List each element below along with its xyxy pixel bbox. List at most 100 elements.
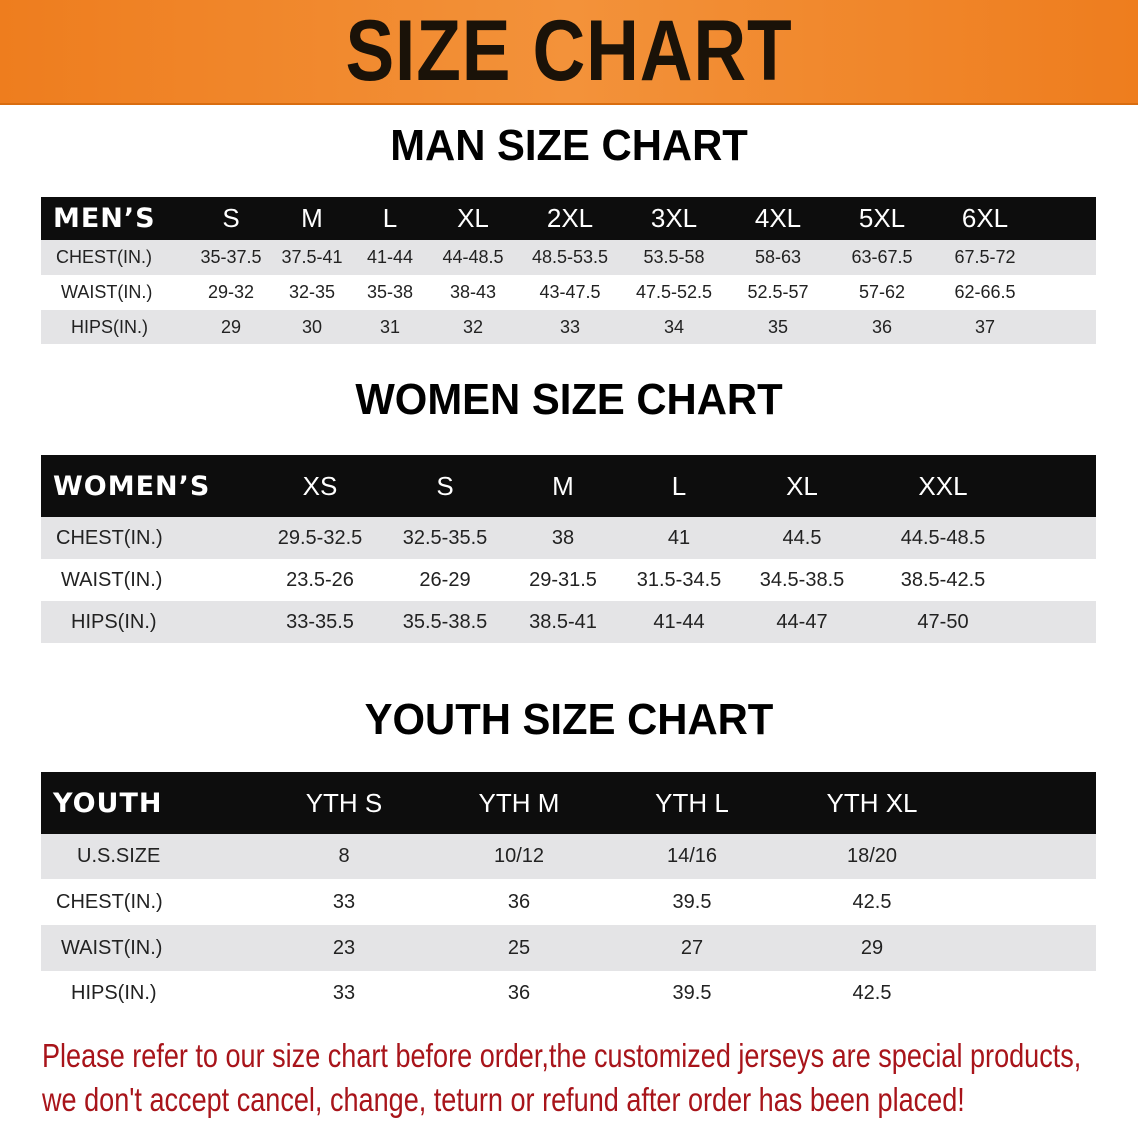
table-cell: 36: [507, 982, 531, 1004]
table-cell: 41-44: [366, 247, 414, 267]
table-cell: 29: [220, 316, 242, 337]
table-cell: 47.5-52.5: [635, 282, 713, 302]
youth-section-title: YOUTH SIZE CHART: [364, 695, 774, 744]
table-cell: 34: [663, 316, 685, 337]
table-cell: 35-37.5: [200, 247, 262, 267]
row-label: WAIST(IN.): [61, 936, 163, 959]
table-cell: 52.5-57: [747, 282, 809, 302]
row-label: HIPS(IN.): [71, 316, 149, 337]
table-cell: 33: [332, 890, 356, 913]
table-cell: 38: [551, 526, 575, 549]
table-cell: 42.5: [852, 982, 892, 1004]
women-header-row: WOMEN’S XS S M L XL XXL: [41, 455, 1096, 517]
table-cell: 37.5-41: [281, 247, 343, 267]
table-cell: 31: [379, 316, 401, 337]
size-header: 3XL: [650, 203, 698, 233]
banner-title: SIZE CHART: [345, 3, 793, 99]
table-cell: 18/20: [846, 845, 898, 867]
table-cell: 42.5: [852, 890, 892, 913]
table-row: HIPS(IN.) 33-35.5 35.5-38.5 38.5-41 41-44 44-…: [41, 601, 1096, 643]
women-section-title: WOMEN SIZE CHART: [355, 375, 783, 424]
header-label: WOMEN’S: [53, 470, 211, 502]
women-size-table: WOMEN’S XS S M L XL XXL CHEST(IN.) 29.5-32.5 32.5…: [41, 455, 1096, 643]
size-header: 5XL: [858, 203, 906, 233]
size-header: M: [301, 203, 323, 233]
table-row: WAIST(IN.) 29-32 32-35 35-38 38-43 43-47.5 47.…: [41, 275, 1096, 310]
table-cell: 39.5: [672, 982, 712, 1004]
table-row: HIPS(IN.) 29 30 31 32 33 34 35 36 37: [41, 310, 1096, 344]
table-cell: 44.5-48.5: [900, 526, 986, 549]
table-cell: 44-47: [776, 610, 828, 633]
size-header: YTH XL: [826, 787, 918, 818]
table-cell: 58-63: [754, 247, 802, 267]
men-section-title: MAN SIZE CHART: [390, 121, 748, 170]
table-cell: 25: [507, 936, 531, 959]
size-header: YTH M: [478, 787, 560, 818]
table-cell: 53.5-58: [643, 247, 705, 267]
size-header: 6XL: [961, 203, 1009, 233]
table-cell: 29.5-32.5: [277, 526, 363, 549]
row-label: HIPS(IN.): [71, 982, 157, 1004]
table-cell: 33: [559, 316, 581, 337]
table-cell: 23: [332, 936, 356, 959]
size-header: M: [552, 470, 574, 501]
header-label: YOUTH: [53, 787, 163, 819]
table-cell: 36: [871, 316, 893, 337]
row-label: CHEST(IN.): [56, 526, 163, 549]
table-cell: 37: [974, 316, 996, 337]
table-cell: 29-32: [207, 282, 255, 302]
table-cell: 35-38: [366, 282, 414, 302]
table-row: HIPS(IN.) 33 36 39.5 42.5: [41, 971, 1096, 1016]
table-cell: 38.5-41: [529, 610, 597, 633]
size-header: XXL: [918, 470, 968, 501]
table-cell: 38.5-42.5: [900, 568, 986, 591]
table-cell: 62-66.5: [954, 282, 1016, 302]
table-cell: 33: [332, 982, 356, 1004]
table-cell: 31.5-34.5: [636, 568, 722, 591]
youth-header-row: YOUTH YTH S YTH M YTH L YTH XL: [41, 772, 1096, 834]
table-cell: 23.5-26: [286, 568, 354, 591]
row-label: WAIST(IN.): [61, 282, 153, 302]
table-cell: 14/16: [666, 845, 718, 867]
size-header: L: [671, 470, 687, 501]
table-cell: 38-43: [449, 282, 497, 302]
table-cell: 27: [680, 936, 704, 959]
table-cell: 32.5-35.5: [402, 526, 488, 549]
table-cell: 48.5-53.5: [531, 247, 609, 267]
header-label: MEN’S: [53, 203, 156, 234]
table-cell: 57-62: [858, 282, 906, 302]
table-row: CHEST(IN.) 33 36 39.5 42.5: [41, 879, 1096, 925]
table-row: CHEST(IN.) 35-37.5 37.5-41 41-44 44-48.5 48.5…: [41, 240, 1096, 275]
banner: SIZE CHART: [0, 0, 1138, 105]
table-cell: 34.5-38.5: [759, 568, 845, 591]
table-cell: 36: [507, 890, 531, 913]
size-header: XL: [786, 470, 818, 501]
men-size-table: MEN’S S M L XL 2XL 3XL 4XL 5XL 6XL CHEST(IN.) 35-37…: [41, 197, 1096, 344]
size-header: L: [382, 203, 398, 233]
table-row: WAIST(IN.) 23.5-26 26-29 29-31.5 31.5-34.5 34…: [41, 559, 1096, 601]
youth-size-table: YOUTH YTH S YTH M YTH L YTH XL U.S.SIZE 8 10/12…: [41, 772, 1096, 1016]
table-cell: 8: [338, 845, 350, 867]
table-cell: 39.5: [672, 890, 712, 913]
table-cell: 32-35: [288, 282, 336, 302]
size-header: S: [222, 203, 240, 233]
size-header: S: [436, 470, 454, 501]
table-cell: 63-67.5: [851, 247, 913, 267]
table-cell: 44-48.5: [442, 247, 504, 267]
size-header: 4XL: [754, 203, 802, 233]
table-cell: 32: [462, 316, 484, 337]
size-header: XL: [457, 203, 489, 233]
table-cell: 43-47.5: [539, 282, 601, 302]
table-cell: 33-35.5: [286, 610, 354, 633]
table-cell: 44.5: [782, 526, 822, 549]
table-cell: 10/12: [493, 845, 545, 867]
table-cell: 35.5-38.5: [402, 610, 488, 633]
size-header: YTH S: [305, 787, 383, 818]
table-cell: 67.5-72: [954, 247, 1016, 267]
table-cell: 26-29: [419, 568, 471, 591]
row-label: HIPS(IN.): [71, 610, 157, 633]
men-header-row: MEN’S S M L XL 2XL 3XL 4XL 5XL 6XL: [41, 197, 1096, 240]
note-line-1: Please refer to our size chart before or…: [42, 1037, 1082, 1074]
size-header: 2XL: [546, 203, 594, 233]
note-line-2: we don't accept cancel, change, teturn o…: [42, 1081, 965, 1118]
